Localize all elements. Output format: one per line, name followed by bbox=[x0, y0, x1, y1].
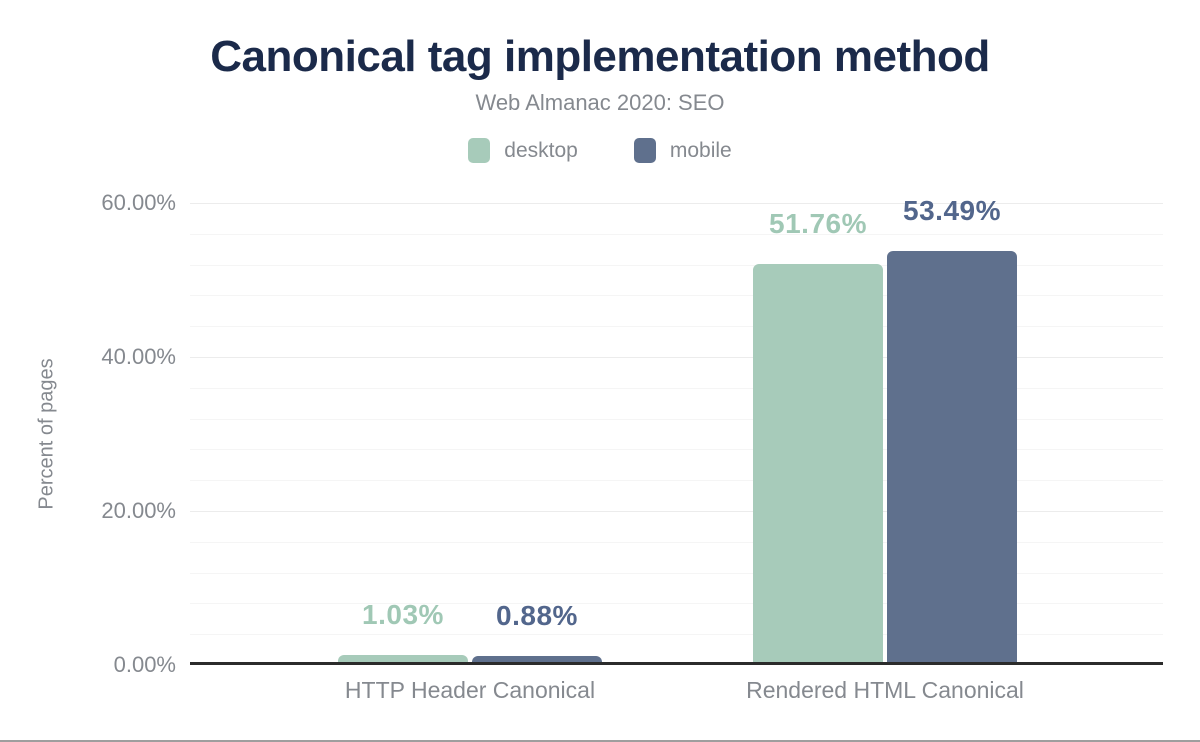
bar-value-label: 1.03% bbox=[362, 599, 444, 630]
y-tick-label: 20.00% bbox=[101, 498, 176, 523]
bar-desktop: 51.76% bbox=[753, 210, 883, 663]
gridline-minor bbox=[190, 418, 1163, 420]
y-tick-label: 40.00% bbox=[101, 344, 176, 369]
plot-area: Percent of pages 0.00% 20.00% 40.00% 60.00%… bbox=[36, 190, 1163, 703]
x-axis-line bbox=[190, 662, 1163, 665]
gridline-major bbox=[190, 511, 1163, 512]
gridline-minor bbox=[190, 572, 1163, 574]
gridline-major bbox=[190, 357, 1163, 358]
gridline-minor bbox=[190, 233, 1163, 235]
legend-item-mobile: mobile bbox=[633, 138, 732, 163]
legend-swatch-desktop bbox=[468, 138, 491, 163]
chart-title: Canonical tag implementation method bbox=[210, 32, 990, 81]
gridline-minor bbox=[190, 387, 1163, 389]
bar-mobile: 53.49% bbox=[887, 197, 1017, 663]
legend-label: mobile bbox=[669, 138, 732, 162]
bar-value-label: 51.76% bbox=[769, 208, 867, 239]
bar-value-label: 0.88% bbox=[496, 600, 578, 631]
x-category-label: HTTP Header Canonical bbox=[344, 677, 596, 703]
legend: desktop mobile bbox=[0, 138, 1200, 163]
legend-label: desktop bbox=[504, 138, 578, 162]
bar-group: 1.03% 0.88% bbox=[338, 601, 602, 663]
legend-item-desktop: desktop bbox=[468, 138, 578, 163]
gridline-minor bbox=[190, 541, 1163, 543]
gridline-minor bbox=[190, 480, 1163, 482]
gridline-minor bbox=[190, 326, 1163, 328]
page-bottom-border bbox=[0, 740, 1200, 742]
y-axis-title: Percent of pages bbox=[35, 358, 58, 510]
chart-subtitle: Web Almanac 2020: SEO bbox=[475, 90, 725, 115]
legend-swatch-mobile bbox=[633, 138, 656, 163]
gridline-minor bbox=[190, 634, 1163, 636]
y-tick-label: 60.00% bbox=[101, 190, 176, 215]
bar-mobile: 0.88% bbox=[472, 602, 602, 663]
gridline-minor bbox=[190, 603, 1163, 605]
bar-value-label: 53.49% bbox=[903, 195, 1001, 226]
gridline-minor bbox=[190, 295, 1163, 297]
gridline-minor bbox=[190, 264, 1163, 266]
y-tick-label: 0.00% bbox=[113, 652, 176, 677]
gridline-minor bbox=[190, 449, 1163, 451]
x-category-label: Rendered HTML Canonical bbox=[746, 677, 1024, 703]
gridline-major bbox=[190, 203, 1163, 204]
bar-group: 51.76% 53.49% bbox=[753, 197, 1017, 663]
bar-desktop: 1.03% bbox=[338, 601, 468, 663]
